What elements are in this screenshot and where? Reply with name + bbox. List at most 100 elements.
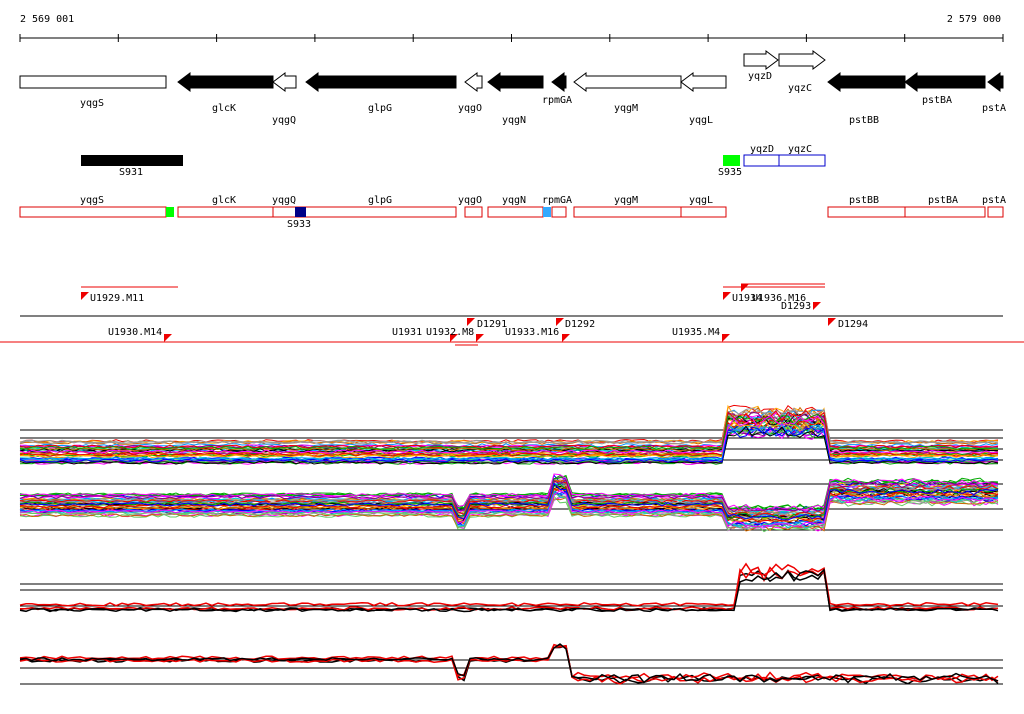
annotation-label: yqgQ — [272, 195, 296, 206]
annotation-box — [551, 206, 567, 218]
profile — [19, 479, 999, 517]
annotation-box — [295, 206, 457, 218]
segment-label: S935 — [718, 167, 742, 178]
annotation-label: glcK — [212, 195, 236, 206]
transcript-label: U1929.M11 — [90, 293, 144, 304]
transcript-flag — [722, 334, 730, 342]
profile — [19, 478, 999, 514]
profile — [19, 485, 999, 523]
gene-arrow — [573, 72, 682, 92]
segment-gene: yqzD — [750, 144, 774, 155]
profile — [19, 407, 999, 445]
profile — [19, 413, 999, 450]
profile — [19, 492, 999, 530]
segment-box — [778, 154, 826, 167]
annotation-label: yqgS — [80, 195, 104, 206]
transcript-label: D1292 — [565, 319, 595, 330]
annotation-box — [464, 206, 483, 218]
ruler-start: 2 569 001 — [20, 14, 74, 25]
annotation-label: yqgM — [614, 195, 638, 206]
annotation-label: yqgO — [458, 195, 482, 206]
annotation-box — [987, 206, 1004, 218]
profile — [19, 423, 999, 461]
gene-arrow — [680, 72, 727, 92]
transcript-flag — [467, 318, 475, 326]
transcript-label: U1932.M8 — [426, 327, 474, 338]
gene-arrow — [904, 72, 986, 92]
gene-label: glcK — [212, 103, 236, 114]
transcript-label: D1293 — [781, 301, 811, 312]
gene-label: pstBB — [849, 115, 879, 126]
transcript-flag — [828, 318, 836, 326]
annotation-mark — [543, 207, 551, 217]
transcript-flag — [450, 334, 458, 342]
profile — [19, 568, 999, 613]
profile — [19, 404, 999, 444]
gene-arrow — [778, 50, 826, 70]
gene-label: pstBA — [922, 95, 952, 106]
profile — [19, 407, 999, 444]
segment — [81, 155, 183, 166]
profile — [19, 406, 999, 445]
gene-arrow — [19, 75, 167, 89]
transcript-label: D1291 — [477, 319, 507, 330]
profile — [19, 425, 999, 465]
gene-arrow — [177, 72, 274, 92]
transcript-label: D1294 — [838, 319, 868, 330]
transcript-label: U1933.M16 — [505, 327, 559, 338]
transcript-flag — [562, 334, 570, 342]
profile — [19, 410, 998, 449]
segment-box — [743, 154, 780, 167]
annotation-box — [827, 206, 906, 218]
annotation-box — [573, 206, 682, 218]
gene-label: pstA — [982, 103, 1006, 114]
annotation-box — [177, 206, 274, 218]
annotation-mark-label: S933 — [287, 219, 311, 230]
gene-arrow — [305, 72, 457, 92]
transcript-flag — [813, 302, 821, 310]
annotation-label: pstBA — [928, 195, 958, 206]
gene-arrow — [551, 72, 567, 92]
annotation-label: glpG — [368, 195, 392, 206]
annotation-mark — [166, 207, 174, 217]
transcript-label: U1931 — [392, 327, 422, 338]
segment-gene: yqzC — [788, 144, 812, 155]
annotation-box — [272, 206, 297, 218]
annotation-label: rpmGA — [542, 195, 572, 206]
annotation-box — [904, 206, 986, 218]
gene-label: rpmGA — [542, 95, 572, 106]
gene-label: glpG — [368, 103, 392, 114]
profile — [19, 497, 999, 532]
annotation-box — [487, 206, 544, 218]
profile — [19, 415, 999, 454]
transcript-flag — [741, 284, 749, 292]
annotation-box — [19, 206, 167, 218]
annotation-label: yqgN — [502, 195, 526, 206]
transcript-label: U1935.M4 — [672, 327, 720, 338]
gene-label: yqgM — [614, 103, 638, 114]
annotation-label: pstBB — [849, 195, 879, 206]
profile — [19, 562, 999, 607]
transcript-flag — [556, 318, 564, 326]
gene-arrow — [272, 72, 297, 92]
gene-label: yqgO — [458, 103, 482, 114]
profile — [19, 566, 999, 611]
profile — [19, 419, 999, 457]
gene-arrow — [827, 72, 906, 92]
gene-arrow — [743, 50, 779, 70]
profile — [19, 643, 999, 682]
profile — [19, 483, 999, 521]
profile — [19, 409, 999, 448]
segment-label: S931 — [119, 167, 143, 178]
gene-label: yqgQ — [272, 115, 296, 126]
transcript-flag — [476, 334, 484, 342]
ruler-end: 2 579 000 — [947, 14, 1001, 25]
gene-arrow — [464, 72, 483, 92]
transcript-flag — [81, 292, 89, 300]
gene-label: yqzC — [788, 83, 812, 94]
profile — [19, 480, 999, 518]
gene-label: yqgS — [80, 98, 104, 109]
profile — [19, 419, 999, 459]
